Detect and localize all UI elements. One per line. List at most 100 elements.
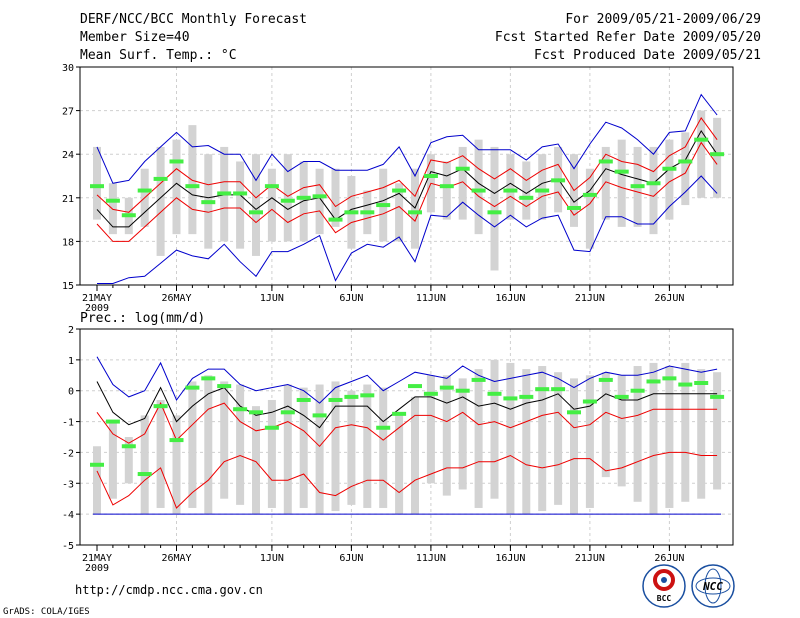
prec-median-marker <box>455 388 470 393</box>
header-started-date: Fcst Started Refer Date 2009/05/20 <box>495 30 761 45</box>
temp-box <box>649 146 658 235</box>
prec-box <box>395 412 404 515</box>
prec-box <box>411 396 419 515</box>
footer-url[interactable]: http://cmdp.ncc.cma.gov.cn <box>75 583 263 597</box>
bcc-logo: BCC <box>642 564 686 608</box>
temp-xtick-label: 11JUN <box>416 293 446 304</box>
temp-box <box>188 125 197 235</box>
prec-lower-spread-line <box>96 451 718 509</box>
temp-lower-spread-line <box>96 141 718 242</box>
prec-median-marker <box>185 385 200 390</box>
temp-median-marker <box>153 176 168 181</box>
temp-xtick-label: 16JUN <box>495 293 525 304</box>
prec-box <box>156 399 165 508</box>
temp-xtick-label: 21JUN <box>575 293 605 304</box>
prec-box <box>538 366 547 512</box>
temp-median-marker <box>105 198 120 203</box>
temp-median-marker <box>185 184 200 189</box>
temp-median-marker <box>551 178 566 183</box>
temp-box <box>601 146 610 220</box>
prec-box <box>220 381 229 499</box>
temp-median-marker <box>169 159 184 164</box>
prec-box <box>108 421 117 499</box>
prec-box <box>188 381 197 508</box>
prec-median-marker <box>201 376 216 381</box>
temp-median-marker <box>233 191 248 196</box>
prec-box <box>697 369 706 499</box>
temp-median-marker <box>582 192 597 197</box>
temp-box <box>108 183 117 235</box>
prec-median-marker <box>614 394 629 399</box>
prec-median-marker <box>312 413 327 418</box>
prec-ensemble-mean-line <box>96 381 718 429</box>
prec-box <box>506 362 515 515</box>
prec-box <box>236 384 245 505</box>
temp-box <box>315 168 324 235</box>
temp-box <box>617 139 626 227</box>
prec-xtick-label: 26MAY <box>161 553 191 564</box>
prec-box <box>283 384 292 515</box>
prec-ytick-label: -5 <box>62 541 74 552</box>
temp-ytick-label: 30 <box>62 63 74 74</box>
prec-box <box>570 378 578 515</box>
temp-envelope-min-line <box>97 175 718 284</box>
prec-ytick-label: -1 <box>62 418 74 429</box>
temp-plot-frame <box>79 66 734 286</box>
prec-xtick-label: 1JUN <box>260 553 284 564</box>
prec-box <box>522 369 531 515</box>
prec-box <box>649 362 658 515</box>
prec-median-marker <box>646 379 661 384</box>
temp-box <box>299 161 308 242</box>
prec-median-marker <box>551 387 566 392</box>
prec-median-marker <box>487 391 502 396</box>
temp-box <box>172 139 181 235</box>
temp-xtick-label: 21MAY <box>82 293 112 304</box>
temp-median-marker <box>392 188 407 193</box>
prec-median-marker <box>296 397 311 402</box>
temp-box <box>267 168 276 242</box>
temp-box <box>522 161 531 220</box>
temp-median-marker <box>519 195 534 200</box>
prec-box <box>331 381 340 512</box>
temp-box <box>283 154 292 242</box>
prec-box <box>363 384 372 508</box>
header-period: For 2009/05/21-2009/06/29 <box>565 12 761 27</box>
temp-median-marker <box>614 169 629 174</box>
prec-median-marker <box>153 404 168 409</box>
header-member-size: Member Size=40 <box>80 30 190 45</box>
temp-ytick-label: 27 <box>62 107 74 118</box>
prec-box <box>633 366 642 502</box>
prec-year-label: 2009 <box>85 563 109 574</box>
prec-box <box>665 366 674 508</box>
prec-box <box>267 399 276 508</box>
temp-box <box>474 139 483 235</box>
temp-median-marker <box>201 200 216 205</box>
prec-median-marker <box>392 411 407 416</box>
prec-box <box>601 372 610 478</box>
temp-ytick-label: 15 <box>62 281 74 292</box>
prec-median-marker <box>567 410 581 415</box>
temp-box <box>538 154 547 220</box>
prec-median-marker <box>678 382 693 387</box>
temperature-chart: 15 18 21 24 27 30 21MAY 26MAY 1JUN 6JUN 11JUN 16JUN… <box>62 63 734 314</box>
temp-median-marker <box>487 210 502 215</box>
temp-median-marker <box>121 213 136 218</box>
prec-ytick-label: 0 <box>68 387 74 398</box>
temp-box <box>585 168 594 249</box>
prec-median-marker <box>328 397 343 402</box>
temp-ytick-label: 21 <box>62 194 74 205</box>
prec-box <box>124 437 133 484</box>
prec-box <box>585 375 594 508</box>
temp-box <box>156 146 165 256</box>
prec-box <box>490 359 499 499</box>
prec-median-marker <box>90 462 104 467</box>
prec-median-marker <box>598 377 613 382</box>
prec-box <box>426 375 435 484</box>
footer-credit: GrADS: COLA/IGES <box>3 607 90 617</box>
temp-median-marker <box>249 210 263 215</box>
prec-median-marker <box>535 387 550 392</box>
header-title: DERF/NCC/BCC Monthly Forecast <box>80 12 307 27</box>
prec-median-marker <box>169 438 184 443</box>
temp-box <box>411 168 419 249</box>
